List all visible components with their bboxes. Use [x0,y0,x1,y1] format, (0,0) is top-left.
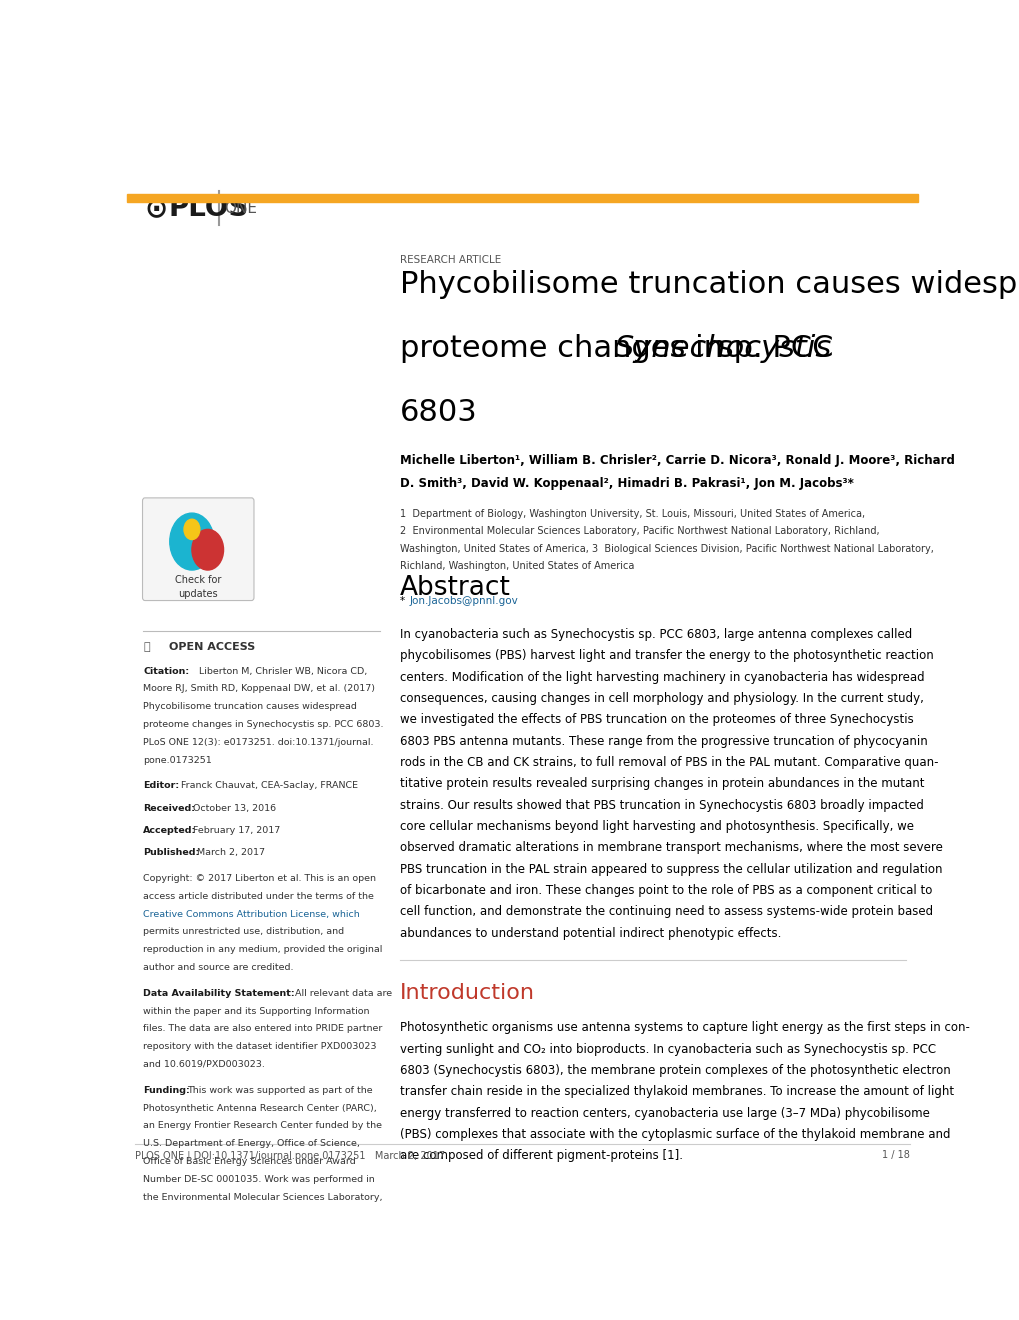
Circle shape [192,529,223,570]
Text: OPEN ACCESS: OPEN ACCESS [169,643,256,652]
Text: Introduction: Introduction [399,982,535,1003]
Text: 6803 PBS antenna mutants. These range from the progressive truncation of phycocy: 6803 PBS antenna mutants. These range fr… [399,735,927,747]
Text: Editor:: Editor: [143,781,179,791]
Text: centers. Modification of the light harvesting machinery in cyanobacteria has wid: centers. Modification of the light harve… [399,671,924,684]
Text: Phycobilisome truncation causes widespread: Phycobilisome truncation causes widespre… [399,271,1019,300]
Text: transfer chain reside in the specialized thylakoid membranes. To increase the am: transfer chain reside in the specialized… [399,1085,954,1098]
Text: Franck Chauvat, CEA-Saclay, FRANCE: Franck Chauvat, CEA-Saclay, FRANCE [181,781,358,791]
Text: *: * [399,597,409,606]
Text: Copyright: © 2017 Liberton et al. This is an open: Copyright: © 2017 Liberton et al. This i… [143,874,376,883]
Text: Liberton M, Chrisler WB, Nicora CD,: Liberton M, Chrisler WB, Nicora CD, [199,667,367,676]
Text: sp. PCC: sp. PCC [707,334,833,363]
FancyBboxPatch shape [143,498,254,601]
Text: Funding:: Funding: [143,1086,190,1094]
Text: (PBS) complexes that associate with the cytoplasmic surface of the thylakoid mem: (PBS) complexes that associate with the … [399,1129,950,1140]
Text: Received:: Received: [143,804,195,813]
Text: October 13, 2016: October 13, 2016 [193,804,276,813]
Text: Photosynthetic organisms use antenna systems to capture light energy as the firs: Photosynthetic organisms use antenna sys… [399,1022,969,1035]
Text: and 10.6019/PXD003023.: and 10.6019/PXD003023. [143,1060,265,1069]
Text: Synechocystis: Synechocystis [614,334,832,363]
Text: 6803 (Synechocystis 6803), the membrane protein complexes of the photosynthetic : 6803 (Synechocystis 6803), the membrane … [399,1064,950,1077]
Text: Richland, Washington, United States of America: Richland, Washington, United States of A… [399,561,634,570]
Text: pone.0173251: pone.0173251 [143,755,212,764]
Text: PLOS ONE | DOI:10.1371/journal.pone.0173251   March 2, 2017: PLOS ONE | DOI:10.1371/journal.pone.0173… [136,1151,445,1160]
Text: within the paper and its Supporting Information: within the paper and its Supporting Info… [143,1007,370,1015]
Text: This work was supported as part of the: This work was supported as part of the [186,1086,372,1094]
Circle shape [169,513,214,570]
Text: rods in the CB and CK strains, to full removal of PBS in the PAL mutant. Compara: rods in the CB and CK strains, to full r… [399,756,937,770]
Text: RESEARCH ARTICLE: RESEARCH ARTICLE [399,255,501,265]
Text: Accepted:: Accepted: [143,826,197,836]
Text: 🔓: 🔓 [143,643,150,652]
Text: repository with the dataset identifier PXD003023: repository with the dataset identifier P… [143,1043,376,1051]
Text: PLOS: PLOS [168,194,249,222]
Text: 2  Environmental Molecular Sciences Laboratory, Pacific Northwest National Labor: 2 Environmental Molecular Sciences Labor… [399,527,879,536]
Text: Citation:: Citation: [143,667,190,676]
Text: abundances to understand potential indirect phenotypic effects.: abundances to understand potential indir… [399,927,781,940]
Text: an Energy Frontier Research Center funded by the: an Energy Frontier Research Center funde… [143,1122,382,1130]
Text: Data Availability Statement:: Data Availability Statement: [143,989,294,998]
Text: of bicarbonate and iron. These changes point to the role of PBS as a component c: of bicarbonate and iron. These changes p… [399,884,931,898]
Text: Michelle Liberton¹, William B. Chrisler², Carrie D. Nicora³, Ronald J. Moore³, R: Michelle Liberton¹, William B. Chrisler²… [399,454,954,467]
Text: Office of Basic Energy Sciences under Award: Office of Basic Energy Sciences under Aw… [143,1158,356,1166]
Text: U.S. Department of Energy, Office of Science,: U.S. Department of Energy, Office of Sci… [143,1139,360,1148]
Text: Published:: Published: [143,847,200,857]
Text: cell function, and demonstrate the continuing need to assess systems-wide protei: cell function, and demonstrate the conti… [399,906,932,919]
Text: D. Smith³, David W. Koppenaal², Himadri B. Pakrasi¹, Jon M. Jacobs³*: D. Smith³, David W. Koppenaal², Himadri … [399,477,853,490]
Text: March 2, 2017: March 2, 2017 [197,847,265,857]
Text: Washington, United States of America, 3  Biological Sciences Division, Pacific N: Washington, United States of America, 3 … [399,544,933,553]
Text: author and source are credited.: author and source are credited. [143,962,293,972]
Text: updates: updates [178,589,218,599]
Text: observed dramatic alterations in membrane transport mechanisms, where the most s: observed dramatic alterations in membran… [399,841,943,854]
Text: ONE: ONE [224,201,257,215]
Text: February 17, 2017: February 17, 2017 [193,826,280,836]
Text: Phycobilisome truncation causes widespread: Phycobilisome truncation causes widespre… [143,702,357,711]
Text: verting sunlight and CO₂ into bioproducts. In cyanobacteria such as Synechocysti: verting sunlight and CO₂ into bioproduct… [399,1043,935,1056]
Text: Creative Commons Attribution License, which: Creative Commons Attribution License, wh… [143,909,360,919]
Text: 1  Department of Biology, Washington University, St. Louis, Missouri, United Sta: 1 Department of Biology, Washington Univ… [399,510,864,519]
Text: consequences, causing changes in cell morphology and physiology. In the current : consequences, causing changes in cell mo… [399,692,923,705]
Text: Jon.Jacobs@pnnl.gov: Jon.Jacobs@pnnl.gov [410,597,518,606]
Text: reproduction in any medium, provided the original: reproduction in any medium, provided the… [143,945,382,954]
Text: All relevant data are: All relevant data are [294,989,392,998]
Circle shape [183,519,200,540]
Text: titative protein results revealed surprising changes in protein abundances in th: titative protein results revealed surpri… [399,777,924,791]
Text: core cellular mechanisms beyond light harvesting and photosynthesis. Specificall: core cellular mechanisms beyond light ha… [399,820,913,833]
Text: permits unrestricted use, distribution, and: permits unrestricted use, distribution, … [143,928,344,936]
Text: are composed of different pigment-proteins [1].: are composed of different pigment-protei… [399,1150,683,1163]
Text: Photosynthetic Antenna Research Center (PARC),: Photosynthetic Antenna Research Center (… [143,1104,377,1113]
Text: phycobilisomes (PBS) harvest light and transfer the energy to the photosynthetic: phycobilisomes (PBS) harvest light and t… [399,649,933,663]
Text: Abstract: Abstract [399,576,511,601]
Bar [127,194,917,202]
Text: strains. Our results showed that PBS truncation in Synechocystis 6803 broadly im: strains. Our results showed that PBS tru… [399,799,923,812]
Text: Number DE-SC 0001035. Work was performed in: Number DE-SC 0001035. Work was performed… [143,1175,375,1184]
Text: 6803: 6803 [399,399,478,428]
Text: the Environmental Molecular Sciences Laboratory,: the Environmental Molecular Sciences Lab… [143,1192,382,1201]
Text: access article distributed under the terms of the: access article distributed under the ter… [143,892,374,900]
Text: proteome changes in Synechocystis sp. PCC 6803.: proteome changes in Synechocystis sp. PC… [143,719,383,729]
Text: energy transferred to reaction centers, cyanobacteria use large (3–7 MDa) phycob: energy transferred to reaction centers, … [399,1106,929,1119]
Text: 1 / 18: 1 / 18 [881,1151,909,1160]
Text: PBS truncation in the PAL strain appeared to suppress the cellular utilization a: PBS truncation in the PAL strain appeare… [399,863,942,875]
Text: In cyanobacteria such as Synechocystis sp. PCC 6803, large antenna complexes cal: In cyanobacteria such as Synechocystis s… [399,628,912,642]
Text: Check for: Check for [175,576,221,585]
Text: proteome changes in: proteome changes in [399,334,733,363]
Text: we investigated the effects of PBS truncation on the proteomes of three Synechoc: we investigated the effects of PBS trunc… [399,713,913,726]
Text: files. The data are also entered into PRIDE partner: files. The data are also entered into PR… [143,1024,382,1034]
Text: Moore RJ, Smith RD, Koppenaal DW, et al. (2017): Moore RJ, Smith RD, Koppenaal DW, et al.… [143,684,375,693]
Text: PLoS ONE 12(3): e0173251. doi:10.1371/journal.: PLoS ONE 12(3): e0173251. doi:10.1371/jo… [143,738,373,747]
Text: ⊙: ⊙ [145,194,168,222]
